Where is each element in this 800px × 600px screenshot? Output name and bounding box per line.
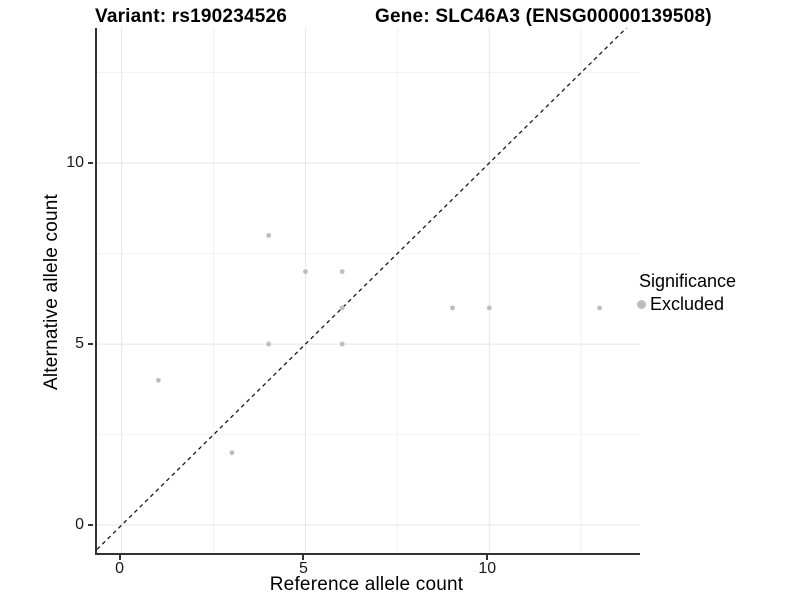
data-point	[229, 450, 235, 456]
data-point	[266, 233, 272, 238]
data-point	[303, 269, 308, 275]
y-tick-mark	[88, 343, 93, 346]
plot-panel	[95, 28, 640, 555]
legend-title: Significance	[639, 271, 737, 291]
data-point	[339, 305, 345, 311]
data-point	[339, 269, 345, 275]
y-axis-title: Alternative allele count	[41, 194, 62, 390]
y-tick-label: 10	[66, 154, 84, 172]
y-tick-label: 5	[75, 335, 84, 353]
y-tick-mark	[88, 162, 93, 165]
legend-point-icon	[637, 300, 646, 309]
x-tick-label: 5	[298, 560, 308, 577]
data-point	[155, 377, 161, 383]
data-point	[339, 341, 345, 347]
plot-title-gene: Gene: SLC46A3 (ENSG00000139508)	[375, 6, 712, 27]
x-tick-mark	[118, 555, 121, 560]
plot-title-variant: Variant: rs190234526	[95, 6, 288, 27]
data-point	[597, 305, 602, 311]
data-point	[266, 341, 272, 347]
data-point	[450, 305, 455, 311]
data-point	[486, 305, 492, 311]
x-tick-label: 10	[478, 560, 497, 577]
legend: Significance Excluded	[637, 271, 736, 315]
y-tick-label: 0	[75, 516, 84, 534]
legend-item-excluded: Excluded	[637, 294, 736, 315]
plot-canvas	[97, 28, 640, 553]
y-tick-mark	[88, 524, 93, 527]
x-tick-label: 0	[115, 560, 125, 577]
x-tick-mark	[302, 555, 305, 560]
x-tick-mark	[486, 555, 489, 560]
identity-line	[97, 28, 627, 550]
legend-item-label: Excluded	[650, 294, 725, 314]
x-axis-title: Reference allele count	[269, 574, 464, 595]
